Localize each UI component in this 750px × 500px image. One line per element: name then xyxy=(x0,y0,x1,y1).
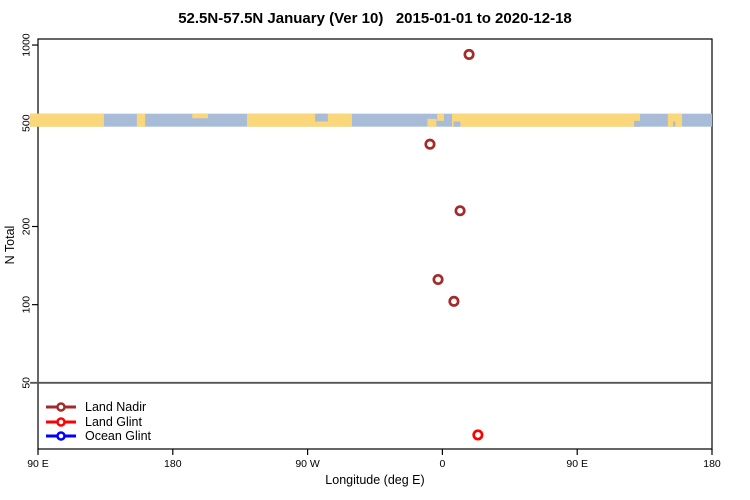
data-point-land-nadir xyxy=(448,295,460,307)
land-nadir-marker-icon xyxy=(46,402,76,412)
map-strip-land xyxy=(30,113,104,127)
data-point-land-nadir xyxy=(454,205,466,217)
y-axis-tick-label: 1000 xyxy=(21,33,33,57)
x-axis-title: Longitude (deg E) xyxy=(325,473,425,487)
legend-label-land-glint: Land Glint xyxy=(85,414,142,429)
map-strip-land xyxy=(136,113,146,127)
map-strip-land xyxy=(246,113,352,127)
map-strip-land xyxy=(192,113,208,119)
chart-title: 52.5N-57.5N January (Ver 10) 2015-01-01 … xyxy=(178,10,572,27)
data-point-land-glint xyxy=(472,429,484,441)
legend-label-land-nadir: Land Nadir xyxy=(85,400,147,415)
map-strip-ocean-notch xyxy=(634,120,641,127)
y-axis-tick-label: 200 xyxy=(21,218,33,236)
y-axis-tick-label: 100 xyxy=(21,296,33,314)
y-axis-tick-label: 50 xyxy=(21,377,33,389)
y-axis-tick-label: 500 xyxy=(21,114,33,132)
data-point-land-nadir xyxy=(424,138,436,150)
data-point-land-nadir xyxy=(432,273,444,286)
map-strip-ocean-notch xyxy=(673,121,676,127)
x-axis-tick-label: 180 xyxy=(164,458,182,470)
x-axis-tick-label: 180 xyxy=(703,458,721,470)
x-axis-tick-label: 90 E xyxy=(566,458,588,470)
legend: Land Nadir Land Glint Ocean Glint xyxy=(44,400,151,443)
plot-border xyxy=(37,38,713,450)
map-strip-land xyxy=(437,113,444,121)
legend-circle xyxy=(56,416,66,427)
land-glint-marker-icon xyxy=(46,416,76,427)
legend-label-ocean-glint: Ocean Glint xyxy=(85,428,152,443)
data-point-land-nadir xyxy=(463,48,475,60)
map-strip-ocean-notch xyxy=(315,113,328,122)
map-strip-ocean-notch xyxy=(453,121,461,127)
legend-item-ocean-glint: Ocean Glint xyxy=(44,429,151,443)
map-strip-land xyxy=(427,118,437,127)
map-strip-land xyxy=(667,113,683,127)
x-axis-tick-label: 90 W xyxy=(295,458,320,470)
x-axis-tick-label: 90 E xyxy=(27,458,49,470)
legend-circle xyxy=(56,431,66,441)
legend-item-land-nadir: Land Nadir xyxy=(44,400,151,414)
ocean-glint-marker-icon xyxy=(46,431,76,441)
legend-item-land-glint: Land Glint xyxy=(44,414,151,429)
x-axis-tick-label: 0 xyxy=(439,458,445,470)
map-strip-land xyxy=(451,113,640,127)
legend-circle xyxy=(56,402,66,412)
